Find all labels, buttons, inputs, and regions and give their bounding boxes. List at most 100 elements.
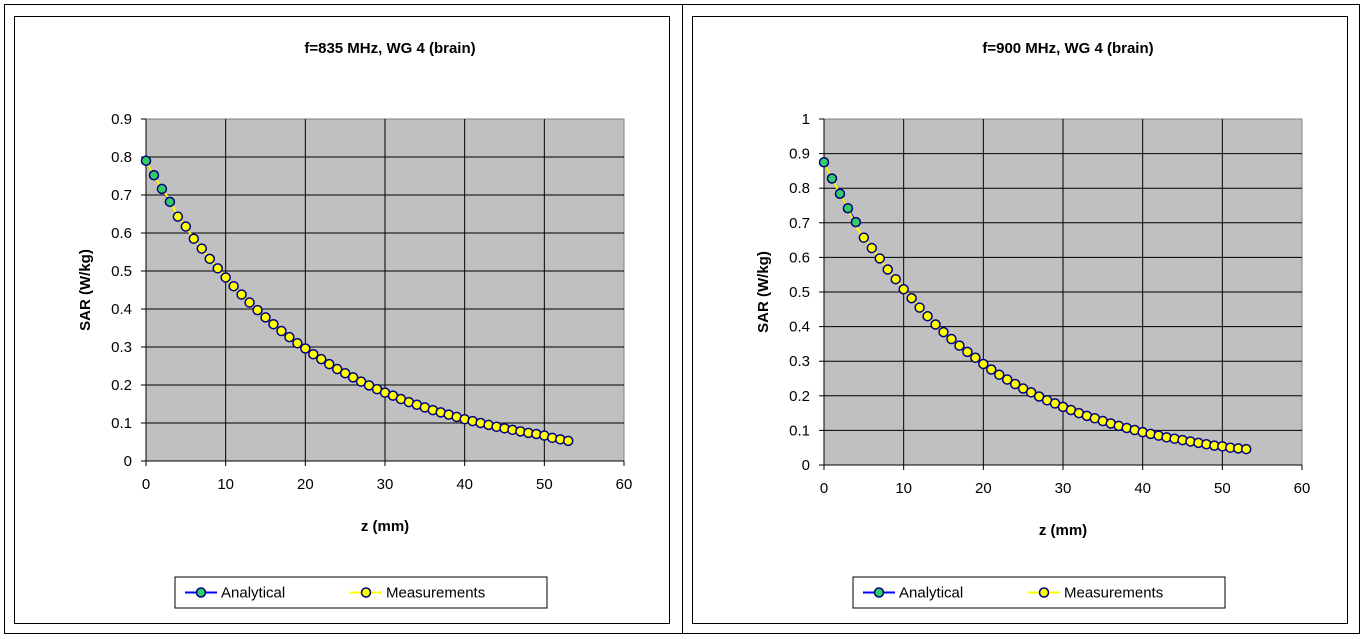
x-tick-label: 0	[142, 476, 150, 493]
point-measurements	[922, 310, 933, 322]
chart-900mhz: f=900 MHz, WG 4 (brain) 0 0.1 0.2 0.3 0.4 0.5 0…	[692, 16, 1348, 624]
point-measurements	[228, 280, 239, 292]
point-measurements	[1025, 387, 1037, 398]
y-tick-label: 0.3	[111, 339, 132, 356]
point-measurements	[284, 331, 295, 343]
point-measurements	[970, 352, 981, 363]
y-tick-label: 1	[802, 111, 810, 128]
x-axis-label: z (mm)	[1039, 522, 1087, 539]
x-tick-label: 20	[975, 480, 992, 497]
point-measurements	[954, 340, 965, 351]
x-tick-label: 40	[456, 476, 473, 493]
legend-marker-measurements	[360, 587, 372, 598]
x-tick-label: 60	[1294, 480, 1311, 497]
point-measurements	[882, 264, 893, 275]
point-measurements	[858, 232, 870, 243]
point-measurements	[890, 273, 901, 285]
y-tick-label: 0.4	[789, 319, 810, 336]
point-measurements	[188, 233, 200, 244]
x-tick-label: 10	[217, 476, 234, 493]
point-measurements	[180, 221, 192, 232]
point-measurements	[204, 253, 215, 265]
point-measurements	[946, 333, 957, 345]
x-tick-label: 10	[895, 480, 912, 497]
point-measurements	[1001, 374, 1013, 385]
point-measurements	[236, 289, 247, 300]
y-tick-label: 0.8	[789, 180, 810, 197]
legend-marker-analytical	[873, 587, 885, 598]
point-measurements	[906, 292, 917, 304]
point-analytical	[140, 155, 152, 167]
point-analytical	[818, 157, 830, 168]
point-measurements	[323, 358, 335, 370]
chart-835mhz-svg: f=835 MHz, WG 4 (brain) 0 0.1 0.2 0.3 0.4 0.5 0…	[77, 40, 633, 609]
x-tick-label: 50	[1214, 480, 1231, 497]
point-measurements	[268, 318, 279, 330]
point-analytical	[834, 188, 846, 199]
point-measurements	[938, 326, 949, 338]
chart-835mhz: f=835 MHz, WG 4 (brain) 0 0.1 0.2 0.3 0.4 0.5 0…	[14, 16, 670, 624]
point-measurements	[914, 302, 925, 313]
point-measurements	[316, 353, 327, 365]
y-tick-label: 0.9	[111, 111, 132, 128]
y-tick-label: 0	[124, 453, 132, 470]
x-tick-label: 30	[377, 476, 394, 493]
point-measurements	[339, 367, 351, 379]
y-tick-label: 0.8	[111, 149, 132, 166]
point-analytical	[850, 216, 862, 228]
y-tick-label: 0.5	[111, 263, 132, 280]
point-measurements	[962, 346, 973, 358]
chart-900mhz-svg: f=900 MHz, WG 4 (brain) 0 0.1 0.2 0.3 0.4 0.5 0…	[755, 40, 1311, 609]
point-measurements	[978, 358, 989, 370]
y-tick-label: 0.1	[111, 415, 132, 432]
y-tick-label: 0.6	[111, 225, 132, 242]
y-tick-label: 0.7	[789, 215, 810, 232]
y-tick-label: 0.3	[789, 353, 810, 370]
y-axis-label: SAR (W/kg)	[755, 251, 772, 333]
point-measurements	[276, 325, 287, 337]
legend-label-analytical: Analytical	[899, 585, 963, 602]
point-measurements	[308, 348, 319, 360]
point-measurements	[986, 364, 997, 375]
x-tick-label: 50	[536, 476, 553, 493]
point-measurements	[898, 283, 909, 295]
legend-label-measurements: Measurements	[386, 585, 485, 602]
chart-title: f=835 MHz, WG 4 (brain)	[304, 40, 475, 57]
point-measurements	[347, 372, 359, 383]
point-measurements	[220, 272, 231, 283]
y-tick-label: 0.4	[111, 301, 132, 318]
point-analytical	[156, 183, 168, 195]
x-tick-label: 0	[820, 480, 828, 497]
point-measurements	[1240, 443, 1252, 455]
y-tick-label: 0	[802, 457, 810, 474]
point-measurements	[300, 343, 311, 354]
legend-marker-measurements	[1038, 587, 1050, 598]
point-measurements	[874, 253, 886, 264]
point-measurements	[994, 369, 1005, 380]
x-tick-label: 30	[1055, 480, 1072, 497]
y-tick-label: 0.2	[111, 377, 132, 394]
point-measurements	[562, 435, 574, 447]
y-tick-label: 0.2	[789, 388, 810, 405]
y-tick-label: 0.1	[789, 422, 810, 439]
chart-title: f=900 MHz, WG 4 (brain)	[982, 40, 1153, 57]
point-measurements	[172, 211, 184, 222]
y-tick-label: 0.5	[789, 284, 810, 301]
point-analytical	[148, 169, 160, 181]
y-axis-label: SAR (W/kg)	[77, 249, 94, 331]
x-tick-label: 40	[1134, 480, 1151, 497]
point-measurements	[331, 363, 343, 375]
x-tick-label: 60	[616, 476, 633, 493]
point-analytical	[164, 196, 176, 208]
y-tick-label: 0.6	[789, 249, 810, 266]
point-measurements	[196, 243, 208, 254]
x-axis-label: z (mm)	[361, 518, 409, 535]
legend-marker-analytical	[195, 587, 207, 598]
point-analytical	[842, 203, 854, 214]
legend-label-analytical: Analytical	[221, 585, 285, 602]
y-tick-label: 0.7	[111, 187, 132, 204]
point-analytical	[826, 173, 838, 184]
point-measurements	[260, 312, 271, 323]
point-measurements	[866, 242, 878, 254]
legend-label-measurements: Measurements	[1064, 585, 1163, 602]
